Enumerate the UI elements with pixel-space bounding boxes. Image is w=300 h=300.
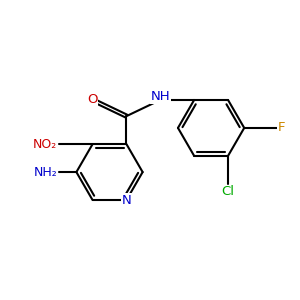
Text: NH₂: NH₂ <box>34 166 57 178</box>
Text: F: F <box>278 122 286 134</box>
Text: NH: NH <box>151 90 170 103</box>
Text: O: O <box>87 93 98 106</box>
Text: N: N <box>122 194 131 207</box>
Text: NO₂: NO₂ <box>33 138 57 151</box>
Text: Cl: Cl <box>221 185 235 198</box>
